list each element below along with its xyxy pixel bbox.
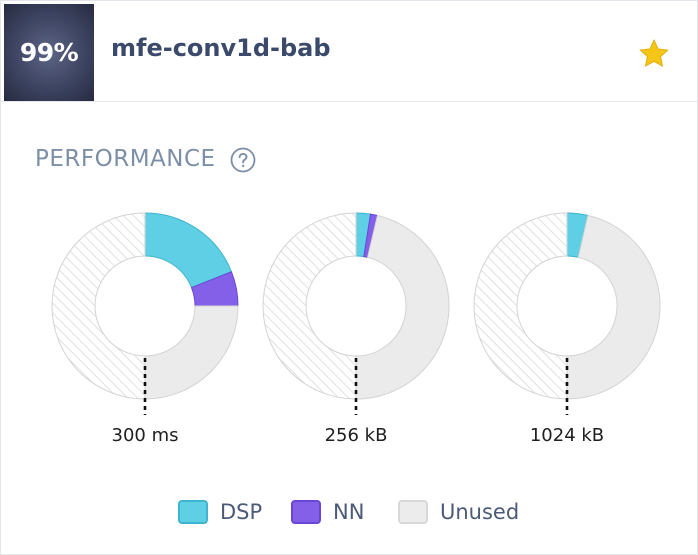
- legend-item-nn: NN: [291, 497, 364, 527]
- score-badge: 99%: [4, 4, 94, 101]
- donut-label-rom: 1024 kB: [529, 425, 605, 446]
- legend-swatch-dsp: [178, 500, 208, 524]
- unused-segment: [144, 305, 239, 400]
- card-header: 99% mfe-conv1d-bab: [1, 1, 697, 102]
- legend-label-unused: Unused: [440, 500, 520, 524]
- performance-title: PERFORMANCE: [35, 146, 216, 172]
- legend-item-unused: Unused: [398, 497, 519, 527]
- unused-segment: [355, 214, 450, 400]
- legend-label-nn: NN: [333, 500, 365, 524]
- legend-label-dsp: DSP: [220, 500, 263, 524]
- star-icon[interactable]: [637, 37, 671, 71]
- question-circle-icon[interactable]: [230, 147, 256, 173]
- legend-item-dsp: DSP: [178, 497, 262, 527]
- hatched-segment: [51, 212, 146, 400]
- donut-label-time: 300 ms: [111, 425, 179, 446]
- donut-chart-rom: [473, 212, 661, 415]
- hatched-segment: [262, 212, 357, 400]
- hatched-segment: [473, 212, 568, 400]
- model-title[interactable]: mfe-conv1d-bab: [111, 34, 331, 62]
- legend-swatch-unused: [398, 500, 428, 524]
- score-value: 99%: [19, 38, 79, 67]
- donut-chart-ram: [262, 212, 450, 415]
- legend-swatch-nn: [291, 500, 321, 524]
- unused-segment: [566, 214, 661, 400]
- donut-chart-time: [51, 212, 239, 415]
- donut-label-ram: 256 kB: [324, 425, 388, 446]
